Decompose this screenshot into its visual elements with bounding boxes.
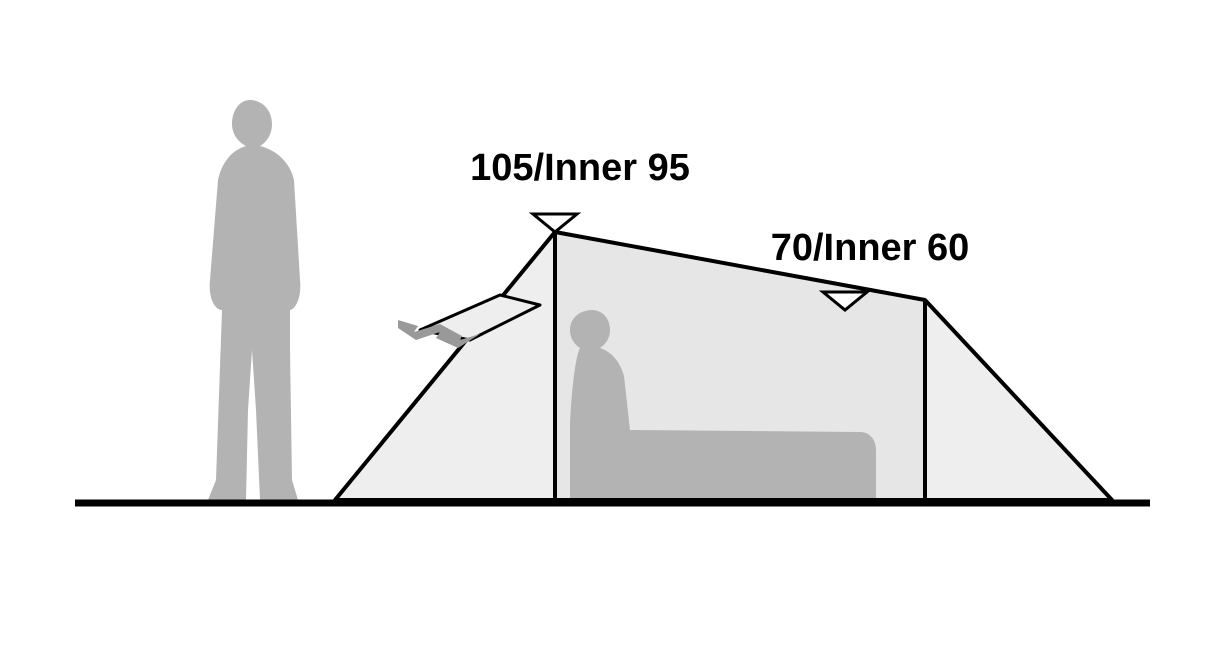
height-label-peak: 105/Inner 95 xyxy=(470,147,690,189)
height-label-rear: 70/Inner 60 xyxy=(771,227,970,269)
